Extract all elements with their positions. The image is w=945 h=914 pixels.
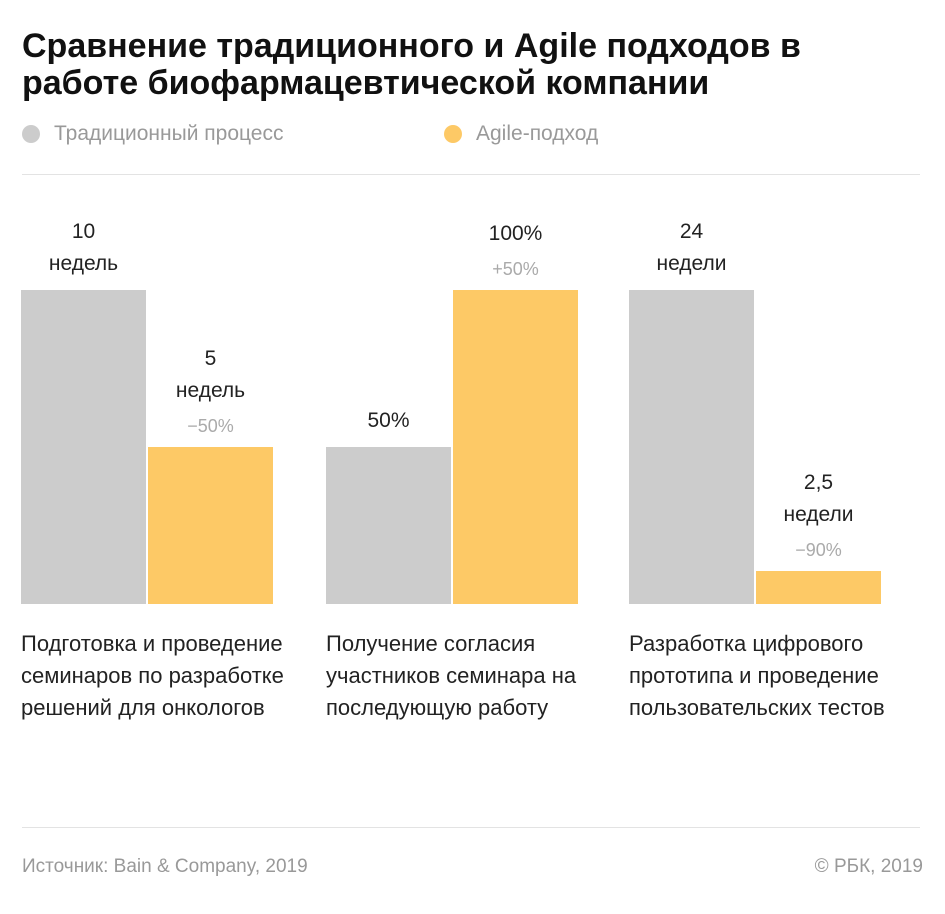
- divider: [22, 827, 920, 828]
- bar: [629, 290, 754, 604]
- source: Источник: Bain & Company, 2019: [22, 856, 308, 877]
- value-label: 5 недель: [175, 347, 246, 402]
- bar: [21, 290, 146, 604]
- divider: [22, 174, 920, 175]
- legend-item: Agile-подход: [444, 122, 598, 146]
- bar: [326, 447, 451, 604]
- legend-swatch: [444, 125, 462, 143]
- title: Сравнение традиционного и Agile подходов…: [22, 27, 801, 102]
- legend-item: Традиционный процесс: [22, 122, 283, 146]
- bar: [756, 571, 881, 604]
- bar: [148, 447, 273, 604]
- legend-swatch: [22, 125, 40, 143]
- legend-label: Традиционный процесс: [54, 122, 284, 145]
- category-label: Подготовка и проведение семинаров по раз…: [21, 631, 284, 720]
- value-label: 2,5 недели: [783, 471, 854, 527]
- change-label: +50%: [492, 259, 539, 279]
- value-label: 50%: [367, 409, 410, 432]
- copyright: © РБК, 2019: [814, 856, 923, 877]
- category-label: Получение согласия участников семинара н…: [326, 631, 577, 720]
- bar: [453, 290, 578, 604]
- value-label: 24 недели: [656, 220, 727, 275]
- value-label: 10 недель: [48, 220, 119, 275]
- category-label: Разработка цифрового прототипа и проведе…: [629, 631, 885, 720]
- change-label: −90%: [795, 540, 842, 561]
- legend-label: Agile-подход: [476, 122, 599, 145]
- change-label: −50%: [187, 416, 234, 436]
- value-label: 100%: [488, 222, 543, 245]
